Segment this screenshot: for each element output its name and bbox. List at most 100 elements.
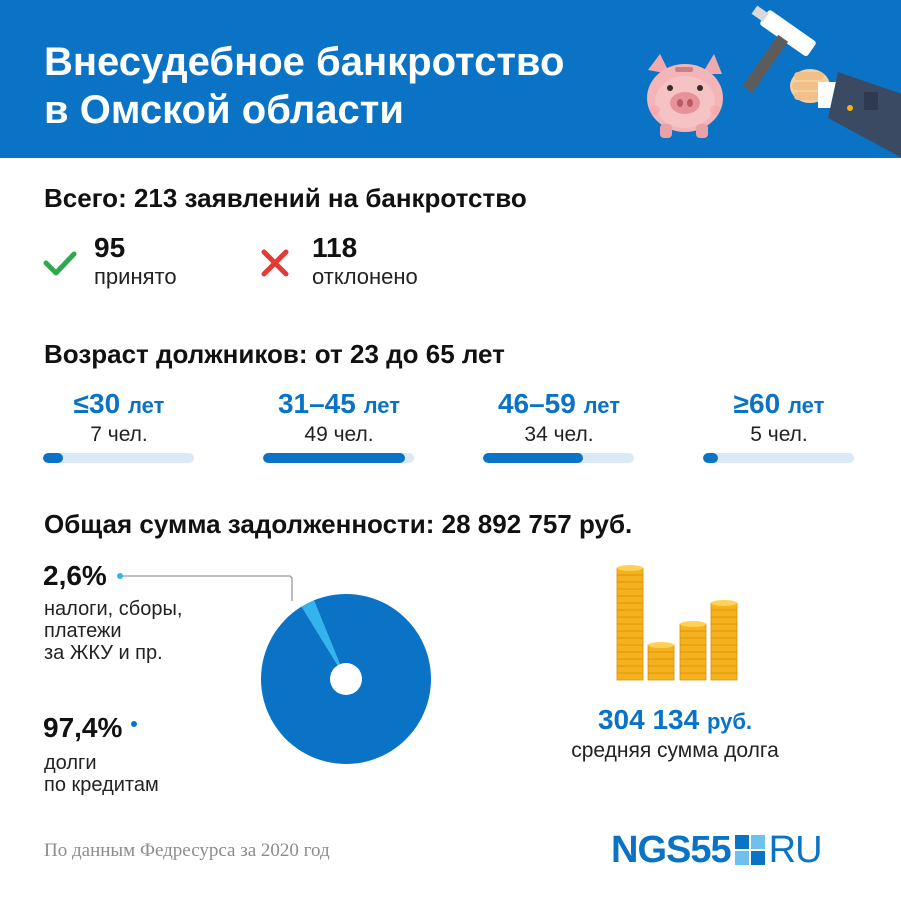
- age-range-value: 31–45: [277, 388, 356, 419]
- coin: [710, 644, 738, 653]
- logo-square-icon: [734, 835, 765, 865]
- age-count: 49 чел.: [304, 423, 374, 446]
- average-debt-unit: руб.: [706, 709, 753, 734]
- coin: [710, 637, 738, 646]
- age-bar-3: [483, 453, 634, 463]
- rejected-label: отклонено: [312, 264, 418, 289]
- age-range-unit: лет: [127, 393, 165, 418]
- slice-1-label-line1: налоги, сборы,: [44, 598, 183, 620]
- age-range-value: 46–59: [497, 388, 576, 419]
- age-range-unit: лет: [787, 393, 825, 418]
- slice-1-pct: 2,6%: [43, 560, 107, 591]
- rejected-value: 118: [312, 232, 358, 263]
- slice-2-label-line2: по кредитам: [44, 774, 159, 796]
- age-group-3: 46–59 лет 34 чел.: [483, 388, 635, 448]
- coin: [616, 672, 644, 681]
- age-bar-fill-2: [263, 453, 405, 463]
- coin-top: [648, 642, 674, 648]
- age-count: 5 чел.: [750, 423, 808, 446]
- slice-2-label-dot: [131, 721, 137, 727]
- debt-heading: Общая сумма задолженности: 28 892 757 ру…: [44, 509, 633, 539]
- age-range-value: ≤30: [73, 388, 121, 419]
- coin-top: [680, 621, 706, 627]
- age-range-unit: лет: [583, 393, 621, 418]
- age-range-value: ≥60: [733, 388, 781, 419]
- rejected-stat: 118 отклонено: [312, 233, 418, 291]
- age-bar-fill-3: [483, 453, 583, 463]
- coin: [647, 651, 675, 660]
- ages-heading: Возраст должников: от 23 до 65 лет: [44, 339, 505, 369]
- coin: [710, 665, 738, 674]
- coin: [616, 623, 644, 632]
- average-debt-value: 304 134 руб.: [520, 704, 830, 738]
- coin: [616, 581, 644, 590]
- coin: [647, 672, 675, 681]
- coin-top: [617, 565, 643, 571]
- coin: [616, 630, 644, 639]
- coin: [710, 616, 738, 625]
- slice-1-label: налоги, сборы, платежи за ЖКУ и пр.: [44, 598, 182, 664]
- coin: [710, 658, 738, 667]
- age-group-4: ≥60 лет 5 чел.: [703, 388, 855, 448]
- coin: [679, 651, 707, 660]
- coin: [710, 630, 738, 639]
- slice-2-label-line1: долги: [44, 752, 97, 774]
- coin: [616, 651, 644, 660]
- coin: [710, 609, 738, 618]
- slice-1-label-line2: платежи: [44, 620, 122, 642]
- coin: [679, 665, 707, 674]
- age-count: 7 чел.: [90, 423, 148, 446]
- coin: [616, 658, 644, 667]
- coin: [616, 644, 644, 653]
- slice-1-leader-line: [122, 575, 293, 602]
- applications-heading: Всего: 213 заявлений на банкротство: [44, 183, 527, 213]
- slice-2-pct: 97,4%: [43, 712, 123, 743]
- coins-icon: [616, 565, 738, 681]
- check-icon: [43, 251, 77, 276]
- coin: [616, 595, 644, 604]
- slice-1-label-dot: [117, 573, 123, 579]
- debt-pie-chart: [117, 573, 432, 764]
- page-title-line1: Внесудебное банкротство: [44, 40, 565, 84]
- header-banner: Внесудебное банкротство в Омской области: [0, 0, 901, 158]
- coin: [616, 616, 644, 625]
- age-bar-fill-1: [43, 453, 63, 463]
- pie-center-hole: [330, 663, 362, 695]
- coin: [647, 665, 675, 674]
- accepted-label: принято: [94, 264, 177, 289]
- coin: [616, 665, 644, 674]
- pie-slice-1: [301, 600, 346, 679]
- age-group-1: ≤30 лет 7 чел.: [43, 388, 195, 448]
- accepted-value: 95: [94, 232, 126, 263]
- age-bar-1: [43, 453, 194, 463]
- accepted-stat: 95 принято: [94, 233, 177, 291]
- page-title: Внесудебное банкротство в Омской области: [44, 38, 564, 134]
- cross-icon: [261, 249, 289, 277]
- logo-tld: RU: [768, 829, 823, 871]
- coin: [679, 637, 707, 646]
- coin: [616, 609, 644, 618]
- slice-1-label-line3: за ЖКУ и пр.: [44, 642, 163, 664]
- coin: [616, 588, 644, 597]
- age-group-2: 31–45 лет 49 чел.: [263, 388, 415, 448]
- coin: [679, 672, 707, 681]
- age-range-unit: лет: [363, 393, 401, 418]
- average-debt-label: средняя сумма долга: [571, 739, 779, 762]
- age-bar-4: [703, 453, 854, 463]
- coin: [710, 651, 738, 660]
- age-bar-fill-4: [703, 453, 719, 463]
- coin: [679, 630, 707, 639]
- source-note: По данным Федресурса за 2020 год: [44, 840, 330, 861]
- piggy-bank-icon: [647, 54, 723, 138]
- coin: [710, 623, 738, 632]
- slice-2-label: долги по кредитам: [44, 752, 159, 796]
- coin: [616, 637, 644, 646]
- coin: [616, 574, 644, 583]
- age-bar-2: [263, 453, 414, 463]
- ngs55-logo: NGS55 RU: [611, 829, 823, 871]
- coin: [679, 644, 707, 653]
- coin: [679, 658, 707, 667]
- hammer-hand-icon: [742, 5, 901, 158]
- logo-brand: NGS55: [611, 829, 732, 871]
- coin-top: [711, 600, 737, 606]
